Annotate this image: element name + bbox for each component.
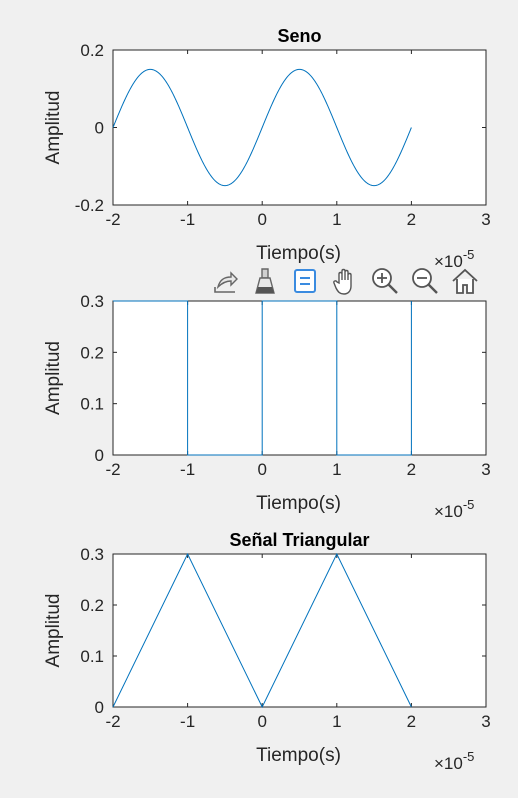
- y-tick-label: 0.2: [80, 343, 104, 362]
- x-axis-label: Tiempo(s): [256, 493, 341, 514]
- export-icon: [214, 271, 238, 293]
- y-tick-label: 0.3: [80, 545, 104, 564]
- series-line: [113, 300, 412, 456]
- x-tick-label: 2: [407, 460, 416, 479]
- home-icon: [452, 268, 478, 294]
- zoom-out-icon: [412, 268, 438, 294]
- axes-1: -2 -1 0 1 2 3 -0.2 0 0.2 Seno Tiempo(s) Amplitud ×10…: [43, 26, 491, 271]
- axes-2: -2 -1 0 1 2 3 0 0.1 0.2 0.3 Tiempo(s) Amplitud ×10-5: [43, 292, 491, 521]
- brush-button[interactable]: [246, 262, 284, 300]
- chart-title: Señal Triangular: [229, 530, 369, 550]
- datatips-button[interactable]: [286, 262, 324, 300]
- y-axis-label: Amplitud: [43, 91, 64, 165]
- y-axis-label: Amplitud: [43, 594, 64, 668]
- x-tick-label: -1: [180, 210, 195, 229]
- x-tick-label: -1: [180, 712, 195, 731]
- y-axis-label: Amplitud: [43, 341, 64, 415]
- y-tick-label: 0: [95, 446, 104, 465]
- series-line: [112, 68, 412, 187]
- zoom-out-button[interactable]: [406, 262, 444, 300]
- axes-3: -2 -1 0 1 2 3 0 0.1 0.2 0.3 Señal Triangular Tiempo…: [43, 530, 491, 773]
- x-exponent-label: ×10-5: [434, 749, 474, 773]
- x-tick-label: -2: [105, 712, 120, 731]
- y-tick-label: 0: [95, 119, 104, 138]
- axes-toolbar: [206, 262, 486, 300]
- zoom-in-icon: [372, 268, 398, 294]
- brush-icon: [255, 268, 275, 294]
- y-tick-label: 0.2: [80, 41, 104, 60]
- y-tick-label: 0: [95, 698, 104, 717]
- series-line: [112, 552, 412, 709]
- y-tick-label: 0.1: [80, 647, 104, 666]
- home-button[interactable]: [446, 262, 484, 300]
- x-exponent-label: ×10-5: [434, 497, 474, 521]
- x-tick-label: 1: [332, 210, 341, 229]
- y-tick-label: -0.2: [75, 196, 104, 215]
- export-button[interactable]: [206, 262, 244, 300]
- zoom-in-button[interactable]: [366, 262, 404, 300]
- y-tick-label: 0.2: [80, 596, 104, 615]
- pan-hand-button[interactable]: [326, 262, 364, 300]
- plot-area: [112, 49, 487, 206]
- datatips-icon: [294, 269, 316, 293]
- x-axis-label: Tiempo(s): [256, 243, 341, 264]
- x-exponent-label: ×10-5: [434, 247, 474, 271]
- x-tick-label: 0: [257, 712, 266, 731]
- y-tick-label: 0.1: [80, 395, 104, 414]
- x-tick-label: 1: [332, 460, 341, 479]
- x-tick-label: -2: [105, 460, 120, 479]
- x-tick-label: -2: [105, 210, 120, 229]
- plot-area: [112, 300, 487, 456]
- x-tick-label: 0: [257, 460, 266, 479]
- x-tick-label: -1: [180, 460, 195, 479]
- x-tick-label: 0: [257, 210, 266, 229]
- x-axis-label: Tiempo(s): [256, 745, 341, 766]
- x-tick-label: 3: [481, 712, 490, 731]
- x-tick-label: 3: [481, 460, 490, 479]
- x-tick-label: 3: [481, 210, 490, 229]
- x-tick-label: 2: [407, 210, 416, 229]
- x-tick-label: 2: [407, 712, 416, 731]
- chart-title: Seno: [277, 26, 321, 46]
- x-tick-label: 1: [332, 712, 341, 731]
- y-tick-label: 0.3: [80, 292, 104, 311]
- pan-hand-icon: [333, 268, 352, 295]
